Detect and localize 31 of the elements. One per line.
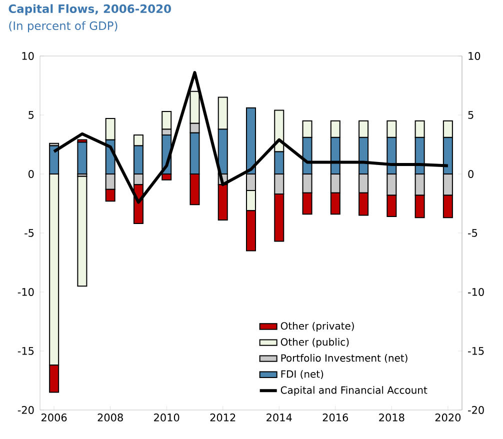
y-tick-label: -15 bbox=[468, 347, 484, 355]
y-tick-label: 0 bbox=[468, 170, 474, 178]
y2-tick-label: 0 bbox=[28, 170, 34, 178]
y-tick-label: -10 bbox=[468, 288, 484, 296]
x-tick-label: 2020 bbox=[435, 414, 461, 422]
y2-tick-label: 5 bbox=[28, 111, 34, 119]
x-tick-label: 2018 bbox=[379, 414, 404, 422]
x-tick-label: 2010 bbox=[154, 414, 180, 422]
y2-tick-label: -5 bbox=[24, 229, 34, 237]
y-tick-label: 5 bbox=[468, 111, 474, 119]
legend-label: Portfolio Investment (net) bbox=[281, 354, 408, 363]
x-tick-label: 2012 bbox=[210, 414, 236, 422]
chart-subtitle: (In percent of GDP) bbox=[9, 21, 118, 32]
chart-title: Capital Flows, 2006-2020 bbox=[8, 4, 171, 16]
y2-tick-label: 10 bbox=[22, 52, 34, 60]
y2-tick-label: -20 bbox=[18, 406, 34, 414]
y-tick-label: -20 bbox=[468, 406, 484, 414]
x-tick-label: 2006 bbox=[42, 414, 67, 422]
x-tick-label: 2008 bbox=[98, 414, 123, 422]
x-tick-label: 2016 bbox=[322, 414, 348, 422]
y2-tick-label: -15 bbox=[18, 347, 34, 355]
y-tick-label: 10 bbox=[468, 52, 480, 60]
y2-tick-label: -10 bbox=[18, 288, 34, 296]
bar bbox=[77, 142, 88, 174]
legend-label: Capital and Financial Account bbox=[280, 386, 428, 396]
legend-label: FDI (net) bbox=[281, 370, 324, 379]
x-tick-label: 2014 bbox=[266, 414, 292, 422]
y-tick-label: -5 bbox=[468, 229, 478, 237]
legend-label: Other (private) bbox=[280, 322, 354, 332]
legend-label: Other (public) bbox=[280, 338, 349, 348]
bar bbox=[77, 176, 88, 287]
